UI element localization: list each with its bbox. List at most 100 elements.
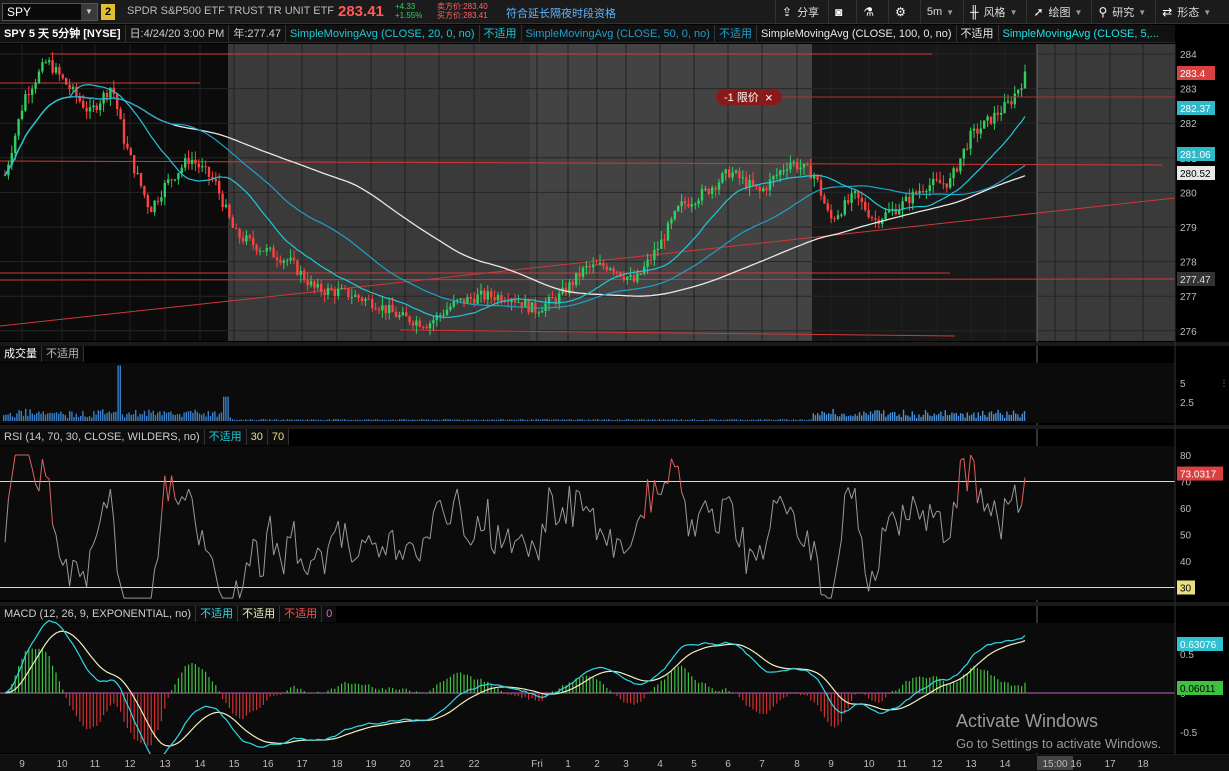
lab-button[interactable]: ⚗ (856, 0, 888, 24)
volume-bar (542, 419, 544, 421)
macd-hist-bar (181, 672, 183, 693)
macd-hist-bar (534, 693, 536, 701)
volume-bar (313, 419, 315, 421)
volume-bar (586, 420, 588, 421)
macd-hist-bar (793, 692, 795, 693)
macd-hist-bar (762, 693, 764, 714)
studies-button[interactable]: ⚲ 研究 ▼ (1091, 0, 1155, 24)
rsi-segment (711, 508, 717, 532)
rsi-segment (52, 524, 57, 535)
candle-body (24, 94, 27, 111)
volume-bar (385, 420, 388, 421)
volume-title[interactable]: 成交量 (0, 346, 42, 362)
sma50-label[interactable]: SimpleMovingAvg (CLOSE, 50, 0, no) (522, 25, 715, 42)
candle-body (350, 296, 353, 298)
time-axis[interactable]: 9 10 11 12 13 14 15 16 17 18 19 20 21 22 Fri 1 2 3 4 5 6 7 8 9 1… (0, 755, 1229, 771)
macd-hist-bar (725, 688, 727, 693)
chart-title[interactable]: SPY 5 天 5分钟 [NYSE] (0, 25, 126, 42)
volume-bar (469, 419, 471, 421)
volume-bar (445, 419, 447, 421)
volume-bar (731, 419, 733, 421)
rsi-title[interactable]: RSI (14, 70, 30, CLOSE, WILDERS, no) (0, 429, 205, 445)
panel-resize-handle[interactable]: ⋮ (1219, 378, 1229, 388)
trend-lines[interactable] (0, 53, 1176, 337)
volume-bar (533, 420, 535, 421)
time-tick-label: 13 (965, 759, 977, 770)
macd-hist-bar (728, 691, 730, 693)
volume-bar (141, 414, 143, 421)
volume-bar (165, 412, 168, 421)
moving-averages (4, 84, 1026, 318)
sma100-label[interactable]: SimpleMovingAvg (CLOSE, 100, 0, no) (757, 25, 957, 42)
sma50-value: 不适用 (715, 25, 757, 42)
candle-body (432, 320, 435, 324)
timeframe-button[interactable]: 5m ▼ (919, 0, 963, 24)
macd-hist-bar (171, 690, 173, 693)
candle-body (615, 271, 619, 273)
style-button[interactable]: ╫ 风格 ▼ (963, 0, 1026, 24)
rsi-segment (283, 536, 288, 575)
macd-hist-bar (463, 674, 465, 693)
rsi-segment (188, 488, 193, 499)
volume-bar (823, 412, 825, 421)
candle-body (605, 266, 608, 270)
candle-body (816, 175, 819, 180)
rsi-segment (273, 542, 278, 556)
volume-bar (696, 420, 698, 421)
candle-body (439, 314, 442, 316)
candle-body (95, 105, 98, 111)
macd-hist-bar (946, 684, 948, 693)
symbol-input[interactable]: SPY ▼ (2, 3, 98, 21)
macd-hist-bar (368, 684, 370, 693)
candle-body (734, 170, 738, 173)
macd-hist-bar (684, 668, 686, 693)
rsi-segment (840, 494, 846, 540)
volume-bar (319, 419, 322, 421)
flask-icon: ⚗ (863, 5, 875, 19)
candle-body (836, 215, 840, 219)
candle-body (265, 247, 268, 252)
candle-body (255, 244, 258, 251)
volume-bar (40, 413, 42, 421)
volume-bar (93, 411, 95, 421)
volume-bar (315, 419, 317, 421)
volume-bar (104, 414, 106, 421)
candle-body (330, 287, 333, 290)
volume-bar (649, 419, 652, 421)
snapshot-button[interactable]: ◙ (828, 0, 856, 24)
order-pill[interactable] (716, 89, 782, 105)
extended-hours-link[interactable]: 符合延长隔夜时段资格 (506, 8, 616, 20)
rsi-segment (861, 538, 866, 574)
patterns-button[interactable]: ⇄ 形态 ▼ (1155, 0, 1220, 24)
macd-hist-bar (436, 684, 438, 693)
volume-bar (363, 419, 366, 421)
rsi-segment (647, 479, 652, 513)
candle-body (806, 163, 809, 166)
candle-body (908, 196, 911, 204)
link-group-badge[interactable]: 2 (101, 4, 115, 20)
macd-title[interactable]: MACD (12, 26, 9, EXPONENTIAL, no) (0, 606, 197, 622)
candle-body (323, 291, 326, 295)
timeframe-label: 5m (926, 6, 943, 18)
sma5-label[interactable]: SimpleMovingAvg (CLOSE, 5,... (1002, 27, 1159, 40)
volume-bar (935, 415, 938, 421)
order-tag[interactable]: -1 限价 × (716, 89, 1175, 105)
rsi-segment (358, 539, 363, 557)
volume-bar (588, 419, 590, 421)
macd-hist-bar (75, 693, 77, 717)
drawings-button[interactable]: ➚ 绘图 ▼ (1026, 0, 1091, 24)
candle-body (1013, 93, 1016, 105)
volume-bar (168, 412, 170, 421)
share-button[interactable]: ⇪ 分享 (775, 0, 828, 24)
candle-body (248, 235, 251, 239)
candle-body (728, 169, 731, 178)
sma20-label[interactable]: SimpleMovingAvg (CLOSE, 20, 0, no) (286, 25, 480, 42)
settings-button[interactable]: ⚙ (888, 0, 920, 24)
chevron-down-icon[interactable]: ▼ (81, 4, 97, 20)
close-icon[interactable]: × (765, 90, 773, 105)
time-tick-label: 11 (897, 759, 908, 770)
macd-hist-bar (456, 672, 458, 693)
macd-hist-bar (215, 685, 217, 693)
macd-hist-bar (895, 690, 897, 693)
